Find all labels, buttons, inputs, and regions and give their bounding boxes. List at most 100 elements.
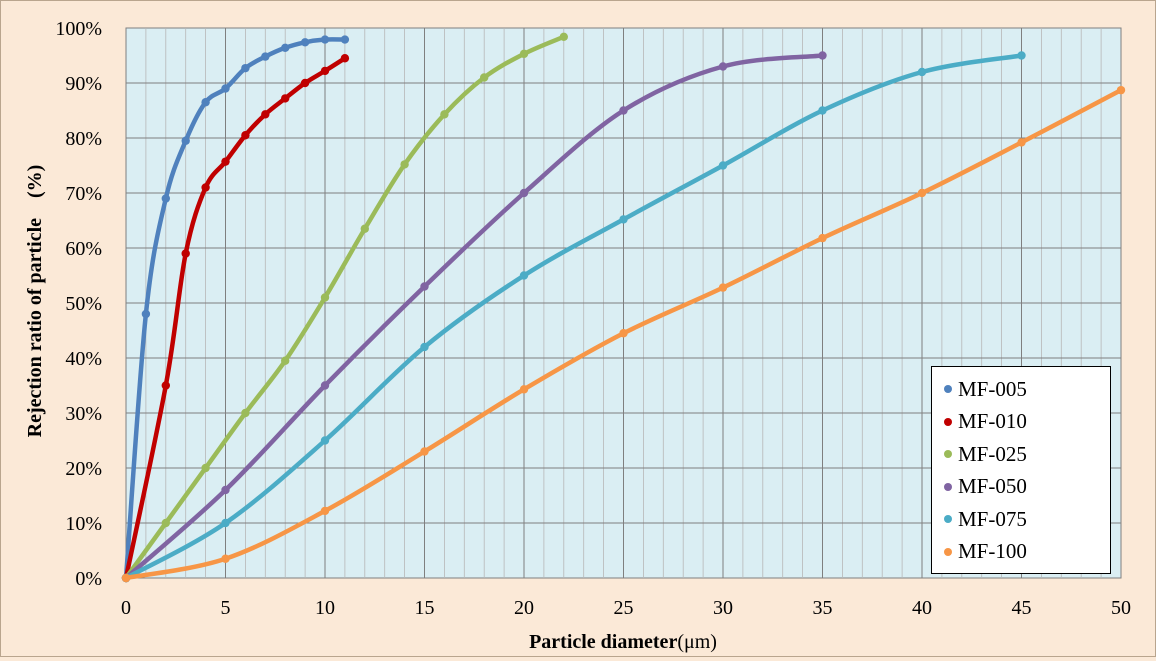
legend-item-mf-075: MF-075 [940, 503, 1102, 536]
data-point-mf-010 [300, 78, 310, 88]
data-point-mf-050 [718, 62, 728, 71]
data-point-mf-025 [440, 110, 449, 119]
y-tick-label: 50% [65, 293, 102, 315]
data-point-mf-075 [718, 161, 728, 170]
data-point-mf-010 [221, 157, 230, 166]
y-axis-label: Rejection ratio of particle (%) [24, 165, 46, 438]
data-point-mf-025 [241, 408, 250, 418]
data-point-mf-005 [340, 35, 350, 44]
legend-marker [944, 417, 952, 426]
legend-marker [944, 450, 952, 459]
data-point-mf-010 [201, 183, 210, 192]
y-tick-label: 90% [65, 73, 102, 95]
data-point-mf-025 [320, 293, 330, 302]
data-point-mf-025 [360, 224, 369, 233]
data-point-mf-050 [619, 106, 628, 115]
data-point-mf-010 [161, 381, 170, 390]
y-axis-tick-labels: 0% 10% 20% 30% 40% 50% 60% 70% 80% 90% 100% [55, 18, 102, 590]
legend-label: MF-005 [958, 376, 1027, 401]
data-point-mf-005 [300, 38, 310, 47]
y-tick-label: 0% [75, 568, 102, 590]
y-tick-label: 10% [65, 513, 102, 535]
y-tick-label: 60% [65, 238, 102, 260]
data-point-mf-075 [221, 518, 230, 528]
data-point-mf-100 [519, 385, 529, 394]
data-point-mf-050 [221, 485, 230, 495]
legend-item-mf-050: MF-050 [940, 471, 1102, 504]
y-tick-label: 80% [65, 128, 102, 150]
legend-label: MF-050 [958, 474, 1027, 499]
x-tick-label: 15 [415, 597, 435, 619]
data-point-mf-050 [818, 51, 827, 60]
data-point-mf-005 [281, 43, 290, 52]
y-tick-label: 70% [65, 183, 102, 205]
x-tick-label: 5 [221, 597, 231, 619]
y-tick-label: 20% [65, 458, 102, 480]
data-point-mf-075 [420, 342, 429, 352]
data-point-mf-025 [281, 356, 290, 365]
data-point-mf-010 [340, 54, 350, 63]
data-point-mf-075 [519, 271, 529, 280]
legend-label: MF-025 [958, 441, 1027, 466]
series-line-mf-075 [123, 53, 1024, 581]
x-tick-label: 10 [315, 597, 335, 619]
series-line-mf-050 [123, 53, 825, 581]
data-point-mf-005 [261, 52, 270, 61]
data-point-mf-100 [917, 188, 927, 198]
data-point-mf-005 [161, 194, 170, 203]
x-axis-label-unit: (μm) [677, 631, 717, 653]
data-point-mf-100 [818, 233, 827, 243]
x-axis-tick-labels: 0 5 10 15 20 25 30 35 40 45 50 [121, 597, 1131, 619]
y-tick-label: 40% [65, 348, 102, 370]
data-point-mf-050 [320, 381, 330, 390]
data-point-mf-025 [480, 73, 489, 82]
x-tick-label: 50 [1111, 597, 1131, 619]
data-point-mf-100 [320, 506, 330, 516]
legend-item-mf-100: MF-100 [940, 536, 1102, 569]
x-axis-label-text: Particle diameter [529, 631, 677, 653]
legend-label: MF-100 [958, 539, 1027, 564]
data-point-mf-010 [241, 131, 250, 140]
legend-label: MF-010 [958, 409, 1027, 434]
data-point-mf-025 [559, 32, 568, 41]
data-point-mf-050 [420, 282, 429, 291]
data-point-mf-075 [619, 215, 628, 224]
data-point-mf-100 [420, 447, 429, 456]
legend-item-mf-010: MF-010 [940, 406, 1102, 439]
data-point-mf-075 [818, 106, 827, 115]
data-point-mf-010 [181, 249, 190, 258]
data-point-mf-050 [519, 188, 529, 198]
x-tick-label: 20 [514, 597, 534, 619]
data-point-mf-100 [221, 554, 230, 563]
data-point-mf-075 [917, 67, 927, 77]
legend-marker [944, 385, 952, 394]
legend-marker [944, 515, 952, 524]
series-mf-100 [121, 85, 1126, 583]
data-point-mf-075 [1017, 51, 1026, 60]
x-tick-label: 40 [912, 597, 932, 619]
y-tick-label: 30% [65, 403, 102, 425]
data-point-mf-100 [1116, 85, 1126, 95]
data-point-mf-025 [161, 518, 170, 528]
legend-item-mf-005: MF-005 [940, 373, 1102, 406]
legend-marker [944, 547, 952, 556]
data-point-mf-005 [181, 136, 190, 145]
x-axis-label: Particle diameter(μm) [529, 631, 717, 653]
data-point-mf-005 [320, 35, 330, 44]
x-tick-label: 30 [713, 597, 733, 619]
data-point-mf-005 [241, 63, 250, 73]
data-point-mf-005 [221, 84, 230, 93]
data-point-mf-100 [619, 329, 628, 338]
legend: MF-005 MF-010 MF-025 MF-050 MF-075 MF-10… [931, 366, 1111, 574]
data-point-mf-025 [201, 463, 210, 473]
x-tick-label: 25 [614, 597, 634, 619]
data-point-mf-100 [718, 283, 728, 292]
legend-marker [944, 482, 952, 491]
series-layer [121, 32, 1126, 583]
x-tick-label: 35 [813, 597, 833, 619]
data-point-mf-025 [519, 49, 529, 59]
data-point-mf-010 [281, 94, 290, 103]
data-point-mf-005 [201, 98, 210, 107]
